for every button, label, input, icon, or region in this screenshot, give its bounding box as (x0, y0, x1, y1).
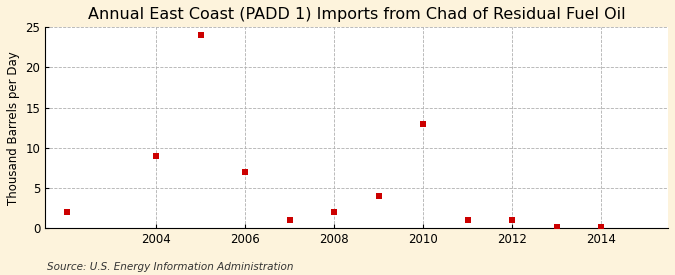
Point (196, 33, 207, 37)
Point (596, 225, 607, 229)
Point (329, 210, 340, 214)
Point (62, 210, 73, 214)
Y-axis label: Thousand Barrels per Day: Thousand Barrels per Day (7, 51, 20, 205)
Point (507, 218, 518, 222)
Point (462, 218, 473, 222)
Point (418, 122, 429, 126)
Title: Annual East Coast (PADD 1) Imports from Chad of Residual Fuel Oil: Annual East Coast (PADD 1) Imports from … (88, 7, 626, 22)
Point (151, 154, 162, 158)
Text: Source: U.S. Energy Information Administration: Source: U.S. Energy Information Administ… (47, 262, 294, 272)
Point (373, 194, 384, 198)
Point (551, 225, 562, 229)
Point (285, 218, 296, 222)
Point (240, 170, 251, 174)
